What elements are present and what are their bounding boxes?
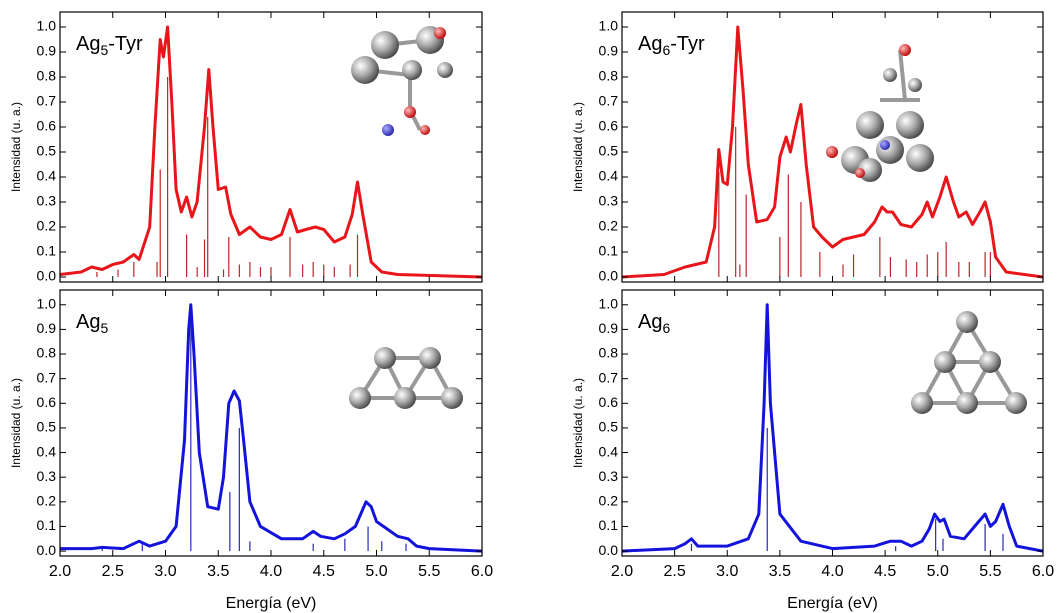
- x-tick-label: 4.0: [821, 563, 843, 580]
- x-tick-label: 2.5: [102, 563, 124, 580]
- y-tick-label: 0.6: [37, 394, 57, 410]
- x-axis-label: Energía (eV): [226, 595, 317, 612]
- plot-frame: [60, 290, 482, 556]
- plot-frame: [622, 290, 1043, 556]
- y-tick-label: 0.4: [599, 168, 619, 184]
- y-tick-label: 0.6: [599, 118, 619, 134]
- y-tick-label: 0.9: [37, 43, 57, 59]
- molecule-ag5: [349, 347, 463, 409]
- y-tick-label: 0.2: [37, 493, 57, 509]
- y-axis-label: Intensidad (u. a.): [571, 102, 585, 192]
- y-axis-label: Intensidad (u. a.): [9, 102, 23, 192]
- molecule-ag6: [911, 311, 1027, 414]
- x-tick-label: 5.5: [418, 563, 440, 580]
- y-tick-label: 0.3: [599, 468, 619, 484]
- y-tick-label: 0.8: [599, 345, 619, 361]
- x-tick-label: 5.5: [979, 563, 1001, 580]
- y-tick-label: 0.1: [37, 517, 57, 533]
- panel: 0.0 0.1 0.2 0.3 0.4 0.5 0.6 0.7 0.8 0.9 1.0 2.0 2.5 3…: [571, 290, 1054, 612]
- y-tick-label: 0.6: [37, 118, 57, 134]
- x-tick-label: 3.0: [154, 563, 176, 580]
- panel-label-text: Ag: [638, 33, 662, 55]
- y-tick-label: 0.1: [599, 517, 619, 533]
- y-tick-label: 0.2: [599, 218, 619, 234]
- y-tick-label: 0.8: [599, 68, 619, 84]
- y-tick-label: 0.8: [37, 345, 57, 361]
- y-tick-label: 0.1: [599, 243, 619, 259]
- y-tick-label: 0.7: [37, 93, 57, 109]
- x-tick-label: 4.5: [874, 563, 896, 580]
- y-tick-label: 0.9: [599, 43, 619, 59]
- y-tick-label: 1.0: [599, 295, 619, 311]
- y-tick-label: 0.4: [37, 168, 57, 184]
- x-tick-label: 2.0: [611, 563, 633, 580]
- panel-label-text: Ag: [638, 311, 662, 333]
- panel-label: Ag6-Tyr: [638, 33, 705, 58]
- panel-label-text: Ag: [76, 33, 100, 55]
- panel-label: Ag5: [76, 311, 108, 336]
- panel: 0.0 0.1 0.2 0.3 0.4 0.5 0.6 0.7 0.8 0.9 1.0 2.0 2.5 3…: [9, 290, 493, 612]
- figure: 0.0 0.1 0.2 0.3 0.4 0.5 0.6 0.7 0.8 0.9 1.0 Intensi…: [0, 0, 1059, 613]
- y-tick-label: 0.7: [599, 93, 619, 109]
- panel-label-text: Ag: [76, 311, 100, 333]
- molecule-ag6-tyr: [826, 44, 934, 182]
- y-tick-label: 0.0: [37, 268, 57, 284]
- panel-label-sub: 6: [662, 320, 670, 336]
- y-tick-label: 0.5: [599, 419, 619, 435]
- y-tick-label: 0.1: [37, 243, 57, 259]
- x-tick-label: 2.5: [664, 563, 686, 580]
- y-tick-label: 0.4: [599, 443, 619, 459]
- x-tick-label: 3.5: [207, 563, 229, 580]
- x-tick-label: 3.0: [716, 563, 738, 580]
- y-tick-label: 0.5: [37, 419, 57, 435]
- y-tick-label: 0.7: [599, 369, 619, 385]
- x-tick-label: 5.0: [927, 563, 949, 580]
- y-tick-label: 1.0: [599, 18, 619, 34]
- y-tick-label: 0.8: [37, 68, 57, 84]
- panel-label-suffix: -Tyr: [670, 33, 705, 55]
- panel-label-sub: 6: [662, 42, 670, 58]
- y-tick-label: 0.7: [37, 369, 57, 385]
- x-axis-label: Energía (eV): [787, 595, 878, 612]
- x-tick-label: 2.0: [49, 563, 71, 580]
- panel-label-sub: 5: [100, 42, 108, 58]
- y-tick-label: 0.0: [599, 268, 619, 284]
- y-tick-label: 1.0: [37, 295, 57, 311]
- panel: 0.0 0.1 0.2 0.3 0.4 0.5 0.6 0.7 0.8 0.9 1.0 Intensi…: [9, 12, 482, 284]
- panel-label-sub: 5: [100, 320, 108, 336]
- y-tick-label: 0.0: [37, 542, 57, 558]
- x-tick-label: 5.0: [365, 563, 387, 580]
- y-tick-label: 0.3: [37, 468, 57, 484]
- y-tick-label: 0.3: [599, 193, 619, 209]
- y-axis-label: Intensidad (u. a.): [9, 378, 23, 468]
- panel-label: Ag6: [638, 311, 670, 336]
- x-tick-label: 6.0: [1032, 563, 1054, 580]
- molecule-ag5-tyr: [351, 26, 453, 136]
- y-tick-label: 0.4: [37, 443, 57, 459]
- x-tick-label: 3.5: [769, 563, 791, 580]
- spectrum-line: [60, 305, 482, 551]
- y-tick-label: 0.9: [37, 320, 57, 336]
- y-tick-label: 0.3: [37, 193, 57, 209]
- x-tick-label: 4.0: [260, 563, 282, 580]
- x-tick-label: 6.0: [471, 563, 493, 580]
- y-tick-label: 0.9: [599, 320, 619, 336]
- panel-label: Ag5-Tyr: [76, 33, 143, 58]
- y-tick-label: 0.6: [599, 394, 619, 410]
- y-tick-label: 1.0: [37, 18, 57, 34]
- panel-label-suffix: -Tyr: [108, 33, 143, 55]
- x-tick-label: 4.5: [313, 563, 335, 580]
- y-tick-label: 0.2: [37, 218, 57, 234]
- y-tick-label: 0.0: [599, 542, 619, 558]
- y-tick-label: 0.5: [37, 143, 57, 159]
- y-axis-label: Intensidad (u. a.): [571, 378, 585, 468]
- y-tick-label: 0.5: [599, 143, 619, 159]
- page: 0.0 0.1 0.2 0.3 0.4 0.5 0.6 0.7 0.8 0.9 1.0 Intensi…: [0, 0, 1059, 613]
- y-tick-label: 0.2: [599, 493, 619, 509]
- panel: 0.0 0.1 0.2 0.3 0.4 0.5 0.6 0.7 0.8 0.9 1.0 Intensi…: [571, 12, 1043, 284]
